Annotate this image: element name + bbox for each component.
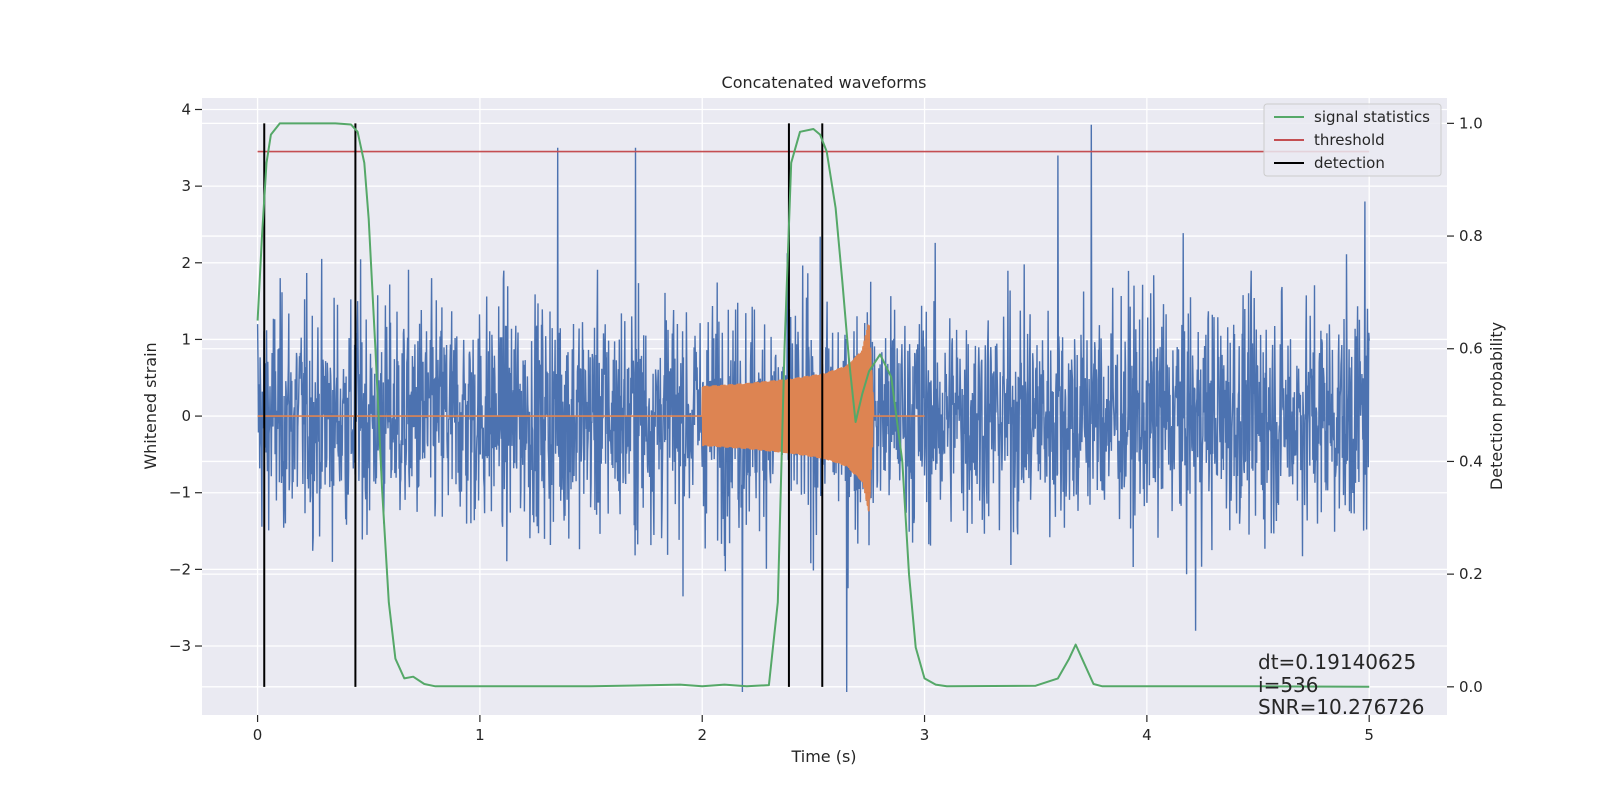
legend-label-1: threshold xyxy=(1314,131,1385,149)
y-tick-label: −2 xyxy=(169,560,191,578)
x-tick-label: 4 xyxy=(1142,726,1152,744)
y-right-tick-label: 1.0 xyxy=(1459,114,1483,132)
x-tick-label: 2 xyxy=(697,726,707,744)
x-axis-label: Time (s) xyxy=(790,747,856,766)
y-right-tick-label: 0.2 xyxy=(1459,565,1483,583)
chart-title: Concatenated waveforms xyxy=(722,73,927,92)
left-axis-ticks: −3 −2 −1 0 1 2 3 4 xyxy=(169,100,202,655)
legend-label-2: detection xyxy=(1314,154,1385,172)
y-tick-label: −1 xyxy=(169,484,191,502)
annotation-0: dt=0.19140625 xyxy=(1258,650,1416,674)
y-tick-label: 4 xyxy=(181,100,191,118)
y-axis-label: Whitened strain xyxy=(141,342,160,469)
y-right-tick-label: 0.8 xyxy=(1459,227,1483,245)
y-right-tick-label: 0.4 xyxy=(1459,452,1483,470)
signal-statistics-series xyxy=(256,122,1370,688)
right-axis-ticks: 0.0 0.2 0.4 0.6 0.8 1.0 xyxy=(1447,114,1483,696)
x-axis-ticks: 0 1 2 3 4 5 xyxy=(253,715,1374,744)
x-tick-label: 1 xyxy=(475,726,485,744)
y-tick-label: 2 xyxy=(181,254,191,272)
x-tick-label: 3 xyxy=(920,726,930,744)
y-right-tick-label: 0.6 xyxy=(1459,340,1483,358)
legend-box xyxy=(1263,103,1442,177)
y-tick-label: 1 xyxy=(181,330,191,348)
chirp-series xyxy=(257,324,925,512)
y-tick-label: −3 xyxy=(169,637,191,655)
signal-statistics-line xyxy=(256,122,1370,688)
legend-label-0: signal statistics xyxy=(1314,108,1430,126)
x-tick-label: 5 xyxy=(1364,726,1374,744)
y-tick-label: 3 xyxy=(181,177,191,195)
noise-line xyxy=(256,124,1370,693)
annotation-1: i=536 xyxy=(1258,673,1319,697)
y-right-tick-label: 0.0 xyxy=(1459,678,1483,696)
y-axis-right-label: Detection probability xyxy=(1487,322,1506,490)
chirp-line xyxy=(257,324,925,512)
noise-series xyxy=(256,124,1370,693)
annotation-2: SNR=10.276726 xyxy=(1258,695,1424,719)
legend: signal statistics threshold detection xyxy=(1263,103,1442,177)
x-tick-label: 0 xyxy=(253,726,263,744)
y-tick-label: 0 xyxy=(181,407,191,425)
